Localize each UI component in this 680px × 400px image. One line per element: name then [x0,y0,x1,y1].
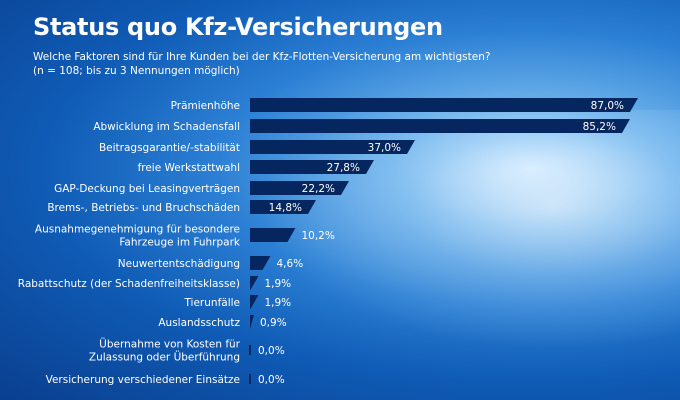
bar [250,295,259,309]
bar [250,276,259,290]
bar [250,160,374,174]
category-label: Abwicklung im Schadensfall [93,121,240,133]
category-label: freie Werkstattwahl [138,162,240,174]
category-label: Tierunfälle [183,297,240,309]
category-label: Rabattschutz (der Schadenfreiheitsklasse… [18,278,240,290]
subtitle-sample-note: (n = 108; bis zu 3 Nennungen möglich) [33,65,240,77]
category-label: GAP-Deckung bei Leasingverträgen [54,183,240,195]
category-label: Zulassung oder Überführung [89,351,240,364]
chart-subtitle: Welche Faktoren sind für Ihre Kunden bei… [33,50,593,78]
value-label: 14,8% [269,202,302,214]
value-label: 37,0% [368,142,401,154]
value-label: 85,2% [583,121,616,133]
value-label: 10,2% [301,230,334,242]
bar [250,200,317,214]
value-label: 1,9% [264,297,291,309]
value-label: 1,9% [264,278,291,290]
value-label: 0,9% [260,317,287,329]
bar [250,228,296,242]
value-label: 27,8% [327,162,360,174]
bar [250,315,255,329]
category-label: Neuwertentschädigung [118,258,240,270]
bar [250,119,630,133]
category-label: Beitragsgarantie/-stabilität [99,142,240,154]
bar [250,181,350,195]
chart-title: Status quo Kfz-Versicherungen [33,13,443,41]
value-label: 22,2% [302,183,335,195]
value-label: 87,0% [591,100,624,112]
category-label: Brems-, Betriebs- und Bruchschäden [47,202,240,214]
category-label: Versicherung verschiedener Einsätze [46,374,240,386]
bar [250,256,271,270]
value-label: 4,6% [277,258,304,270]
category-label: Prämienhöhe [171,100,240,112]
category-label: Fahrzeuge im Fuhrpark [119,237,241,249]
bar [250,140,416,154]
value-label: 0,0% [258,374,285,386]
category-label: Übernahme von Kosten für [99,338,241,351]
category-label: Auslandsschutz [158,317,240,329]
subtitle-question: Welche Faktoren sind für Ihre Kunden bei… [33,51,491,63]
category-label: Ausnahmegenehmigung für besondere [35,224,240,236]
bar [250,98,638,112]
value-label: 0,0% [258,345,285,357]
